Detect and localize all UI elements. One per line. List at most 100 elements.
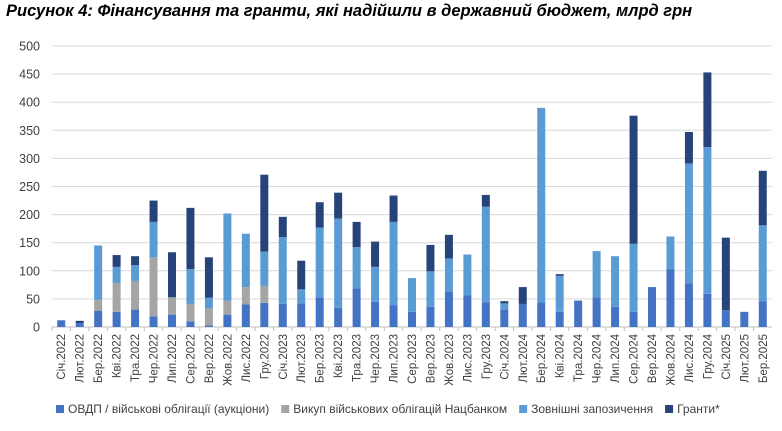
legend-label: Зовнішні запозичення — [531, 402, 653, 416]
bar-segment-3 — [334, 218, 343, 308]
bar-segment-3 — [278, 237, 287, 304]
x-tick-label: Гру.2022 — [259, 334, 271, 379]
x-tick-label: Вер.2023 — [425, 334, 437, 383]
bar-segment-4 — [500, 301, 509, 304]
bar-segment-3 — [629, 243, 638, 312]
bar-segment-2 — [94, 299, 103, 311]
bar-segment-4 — [112, 255, 121, 267]
x-tick-label: Кві.2024 — [555, 333, 567, 378]
x-tick-label: Лип.2022 — [167, 334, 179, 383]
bar-segment-4 — [315, 202, 324, 228]
bar-segment-1 — [168, 314, 176, 327]
bar-segment-3 — [758, 225, 767, 302]
bar-segment-3 — [94, 245, 103, 300]
x-tick-label: Лют.2023 — [296, 334, 308, 383]
bar-segment-3 — [426, 271, 435, 307]
bar-segment-2 — [186, 303, 195, 322]
legend-swatch — [56, 405, 64, 413]
bar-segment-1 — [241, 304, 250, 327]
bar-segment-1 — [444, 291, 453, 327]
x-tick-label: Вер.2024 — [647, 333, 659, 383]
bar-segment-3 — [408, 278, 416, 312]
bar-segment-3 — [463, 254, 472, 296]
bar-segment-4 — [278, 216, 287, 238]
x-tick-label: Лип.2023 — [389, 334, 401, 383]
x-tick-label: Бер.2023 — [315, 334, 327, 383]
bar-segment-1 — [75, 323, 84, 327]
x-tick-label: Тра.2024 — [573, 333, 585, 382]
x-tick-label: Вер.2022 — [204, 334, 216, 383]
bar-segment-3 — [703, 147, 712, 294]
bar-segment-1 — [315, 297, 324, 327]
bar-segment-1 — [648, 287, 656, 327]
x-tick-label: Лют.2022 — [75, 334, 87, 383]
bar-segment-1 — [555, 311, 564, 327]
x-tick-label: Бер.2024 — [536, 333, 548, 383]
bar-segment-1 — [389, 305, 398, 327]
y-tick-label: 350 — [19, 124, 40, 138]
y-tick-label: 300 — [19, 152, 40, 166]
bar-segment-4 — [426, 244, 435, 272]
y-tick-label: 100 — [19, 264, 40, 278]
bar-segment-2 — [204, 308, 213, 326]
bar-segment-2 — [241, 287, 250, 305]
bar-segment-3 — [371, 266, 380, 302]
bar-segment-1 — [94, 310, 103, 327]
bar-segment-3 — [389, 221, 398, 306]
x-tick-label: Сер.2024 — [629, 333, 641, 383]
y-tick-label: 50 — [26, 292, 40, 306]
bar-segment-4 — [371, 241, 380, 267]
legend-swatch — [519, 405, 528, 413]
bar-segment-3 — [592, 251, 601, 298]
legend-label: ОВДП / військові облігації (аукціони) — [68, 402, 269, 416]
bar-segment-1 — [740, 311, 749, 327]
bar-segment-1 — [408, 311, 416, 327]
bar-segment-1 — [463, 295, 472, 327]
x-tick-label: Бер.2025 — [758, 334, 770, 383]
bar-segment-4 — [684, 131, 693, 164]
bar-segment-1 — [703, 293, 712, 327]
bar-segment-4 — [629, 115, 638, 244]
bar-segment-3 — [131, 265, 140, 281]
x-tick-label: Гру.2023 — [481, 334, 493, 379]
bar-segment-4 — [297, 260, 306, 290]
bar-segment-1 — [666, 269, 675, 327]
x-tick-label: Лют.2024 — [518, 333, 530, 382]
bar-segment-3 — [500, 303, 509, 310]
bar-segment-1 — [352, 288, 361, 327]
bar-segment-3 — [297, 289, 306, 304]
bar-segment-1 — [57, 320, 66, 327]
x-tick-label: Бер.2022 — [93, 334, 105, 383]
bar-segment-1 — [371, 301, 380, 327]
bar-segment-2 — [260, 285, 269, 303]
bar-segment-1 — [481, 302, 490, 327]
bar-segment-1 — [758, 301, 767, 327]
bar-segment-4 — [352, 221, 361, 248]
bar-segment-3 — [352, 247, 361, 289]
bar-segment-3 — [112, 266, 121, 284]
bar-segment-3 — [481, 206, 490, 303]
bar-segment-3 — [260, 251, 269, 286]
x-tick-label: Тра.2023 — [352, 334, 364, 382]
x-tick-label: Січ.2025 — [721, 334, 733, 380]
bar-segment-4 — [204, 257, 213, 298]
bar-segment-3 — [241, 233, 250, 288]
y-tick-label: 150 — [19, 236, 40, 250]
legend-swatch — [281, 405, 290, 413]
bar-segment-2 — [168, 297, 176, 315]
x-tick-label: Січ.2023 — [278, 334, 290, 380]
x-tick-label: Тра.2022 — [130, 334, 142, 382]
bar-segment-1 — [684, 283, 693, 327]
bar-segment-4 — [75, 320, 84, 324]
bar-segment-1 — [186, 321, 195, 327]
bar-segment-1 — [149, 316, 158, 327]
bar-segment-4 — [555, 274, 564, 276]
bar-segment-4 — [758, 170, 767, 226]
x-tick-label: Жов.2022 — [222, 334, 234, 386]
bar-segment-3 — [186, 269, 195, 304]
x-tick-label: Жов.2024 — [665, 333, 677, 385]
bar-segment-4 — [444, 234, 453, 259]
x-tick-label: Лют.2025 — [739, 334, 751, 383]
x-tick-label: Чер.2024 — [592, 333, 604, 383]
